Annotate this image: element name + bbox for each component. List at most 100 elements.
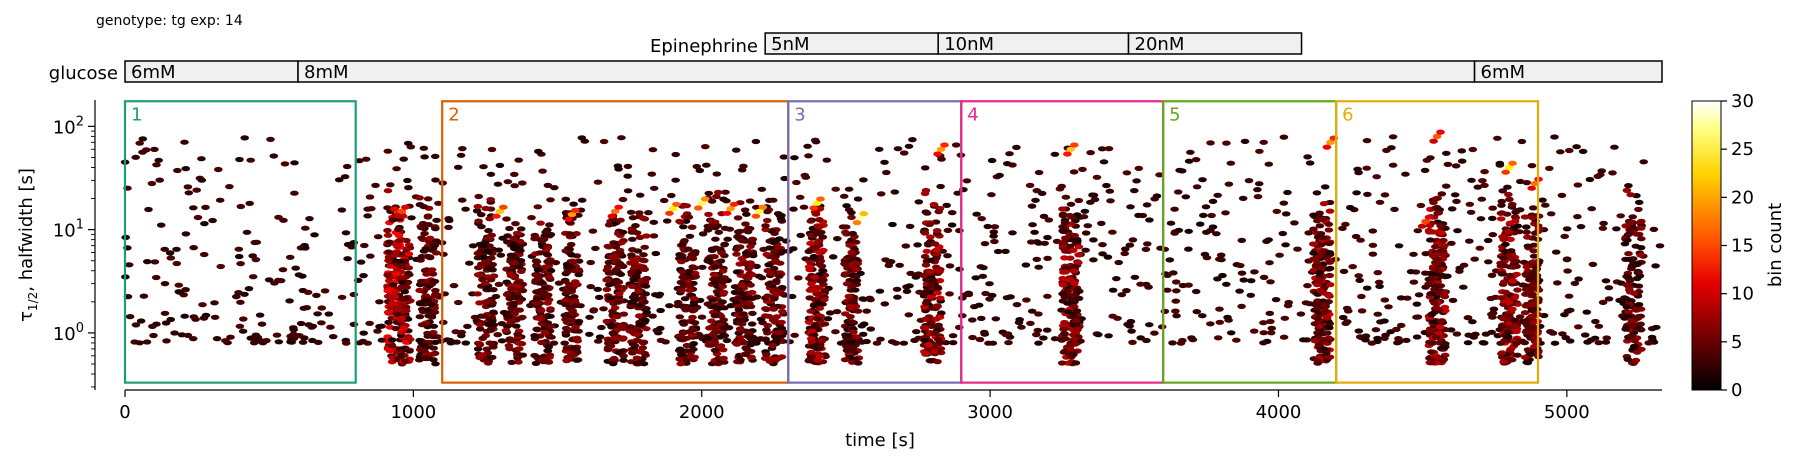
hex-bin [1639, 159, 1648, 165]
hex-bin [777, 354, 787, 360]
hex-bin [1338, 314, 1348, 321]
hex-bin [1061, 336, 1070, 342]
hex-bin [572, 231, 581, 237]
hex-bin [402, 237, 411, 244]
x-tick-label: 0 [119, 402, 130, 423]
hex-bin [682, 203, 691, 209]
hex-bin [1073, 238, 1082, 244]
hex-bin [1324, 227, 1334, 233]
hex-bin [642, 309, 652, 315]
hex-bin [717, 250, 726, 256]
hex-bin [1417, 223, 1427, 229]
hex-bin [656, 337, 666, 343]
hex-bin [690, 320, 700, 326]
hex-bin [955, 228, 964, 234]
hex-bin [428, 334, 438, 340]
hex-bin [1181, 194, 1191, 200]
hex-bin [619, 357, 628, 363]
hex-bin [1375, 283, 1384, 289]
y-tick-label: 101 [53, 218, 84, 242]
hex-bin [1510, 214, 1520, 220]
hex-bin [518, 180, 527, 186]
hex-bin [1034, 264, 1043, 270]
hex-bin [642, 233, 651, 239]
hex-bin [710, 280, 720, 286]
hex-bin [1001, 248, 1010, 254]
hex-bin [1315, 223, 1325, 229]
hex-bin [921, 325, 930, 331]
hex-bin [208, 217, 217, 224]
treatment-segment-label: 6mM [131, 62, 176, 83]
hex-bin [985, 296, 994, 302]
hex-bin [619, 335, 628, 341]
hex-bin [812, 240, 822, 246]
colorbar-tick-label: 0 [1731, 380, 1742, 401]
hex-bin [516, 258, 526, 264]
hex-bin [1278, 230, 1288, 237]
hex-bin [765, 245, 774, 251]
hex-bin [920, 291, 929, 297]
hex-bin [697, 200, 706, 206]
hex-bin [1104, 333, 1113, 339]
hex-bin [790, 332, 799, 338]
hex-bin [844, 254, 854, 260]
hex-bin [818, 268, 828, 274]
hex-bin [799, 204, 809, 210]
hex-bin [1409, 279, 1419, 285]
hex-bin [1550, 134, 1559, 140]
hex-bin [152, 162, 161, 168]
hex-bin [388, 300, 398, 306]
hex-bin [929, 278, 938, 284]
hex-bin [690, 265, 700, 271]
hex-bin [518, 352, 528, 358]
hex-bin [841, 229, 850, 235]
hex-bin [1026, 320, 1035, 326]
hex-bin [831, 329, 840, 335]
hex-bin [536, 220, 545, 226]
hex-bin [1206, 140, 1215, 146]
hex-bin [431, 177, 440, 183]
hex-bin [921, 351, 931, 357]
hex-bin [427, 267, 437, 273]
hex-bin [1265, 310, 1275, 316]
hex-bin [397, 279, 407, 285]
hex-bin [704, 335, 713, 341]
hex-bin [1315, 273, 1324, 279]
hex-bin [1450, 192, 1460, 198]
hex-bin [1634, 302, 1644, 308]
hex-bin [852, 334, 861, 340]
hex-bin [387, 342, 397, 349]
hex-bin [300, 335, 309, 341]
hex-bin [892, 286, 902, 292]
hex-bin [340, 174, 350, 180]
hex-bin [1122, 170, 1132, 176]
hex-bin [811, 211, 821, 217]
hex-bin [710, 272, 720, 278]
hex-bin [238, 328, 248, 334]
hex-bin [1473, 184, 1483, 190]
hex-bin [181, 287, 190, 293]
hex-bin [1166, 220, 1176, 226]
hex-bin [1092, 174, 1102, 180]
hex-bin [1143, 241, 1152, 247]
hex-bin [634, 303, 644, 309]
hex-bin [715, 276, 725, 282]
hex-bin [921, 300, 931, 306]
hex-bin [895, 262, 904, 268]
hex-bin [1594, 340, 1604, 346]
hex-bin [808, 344, 818, 350]
hex-bin [608, 361, 618, 367]
hex-bin [626, 324, 635, 330]
hex-bin [1150, 196, 1159, 202]
hex-bin [1144, 284, 1153, 290]
hex-bin [635, 192, 645, 198]
treatment-segment [1473, 60, 1663, 83]
hex-bin [710, 336, 719, 342]
hex-bin [718, 283, 728, 289]
hex-bin [638, 345, 648, 351]
hex-bin [242, 229, 252, 235]
hex-bin [1259, 340, 1268, 346]
hex-bin [751, 213, 761, 219]
hex-bin [1594, 323, 1604, 329]
hex-bin [532, 272, 541, 278]
